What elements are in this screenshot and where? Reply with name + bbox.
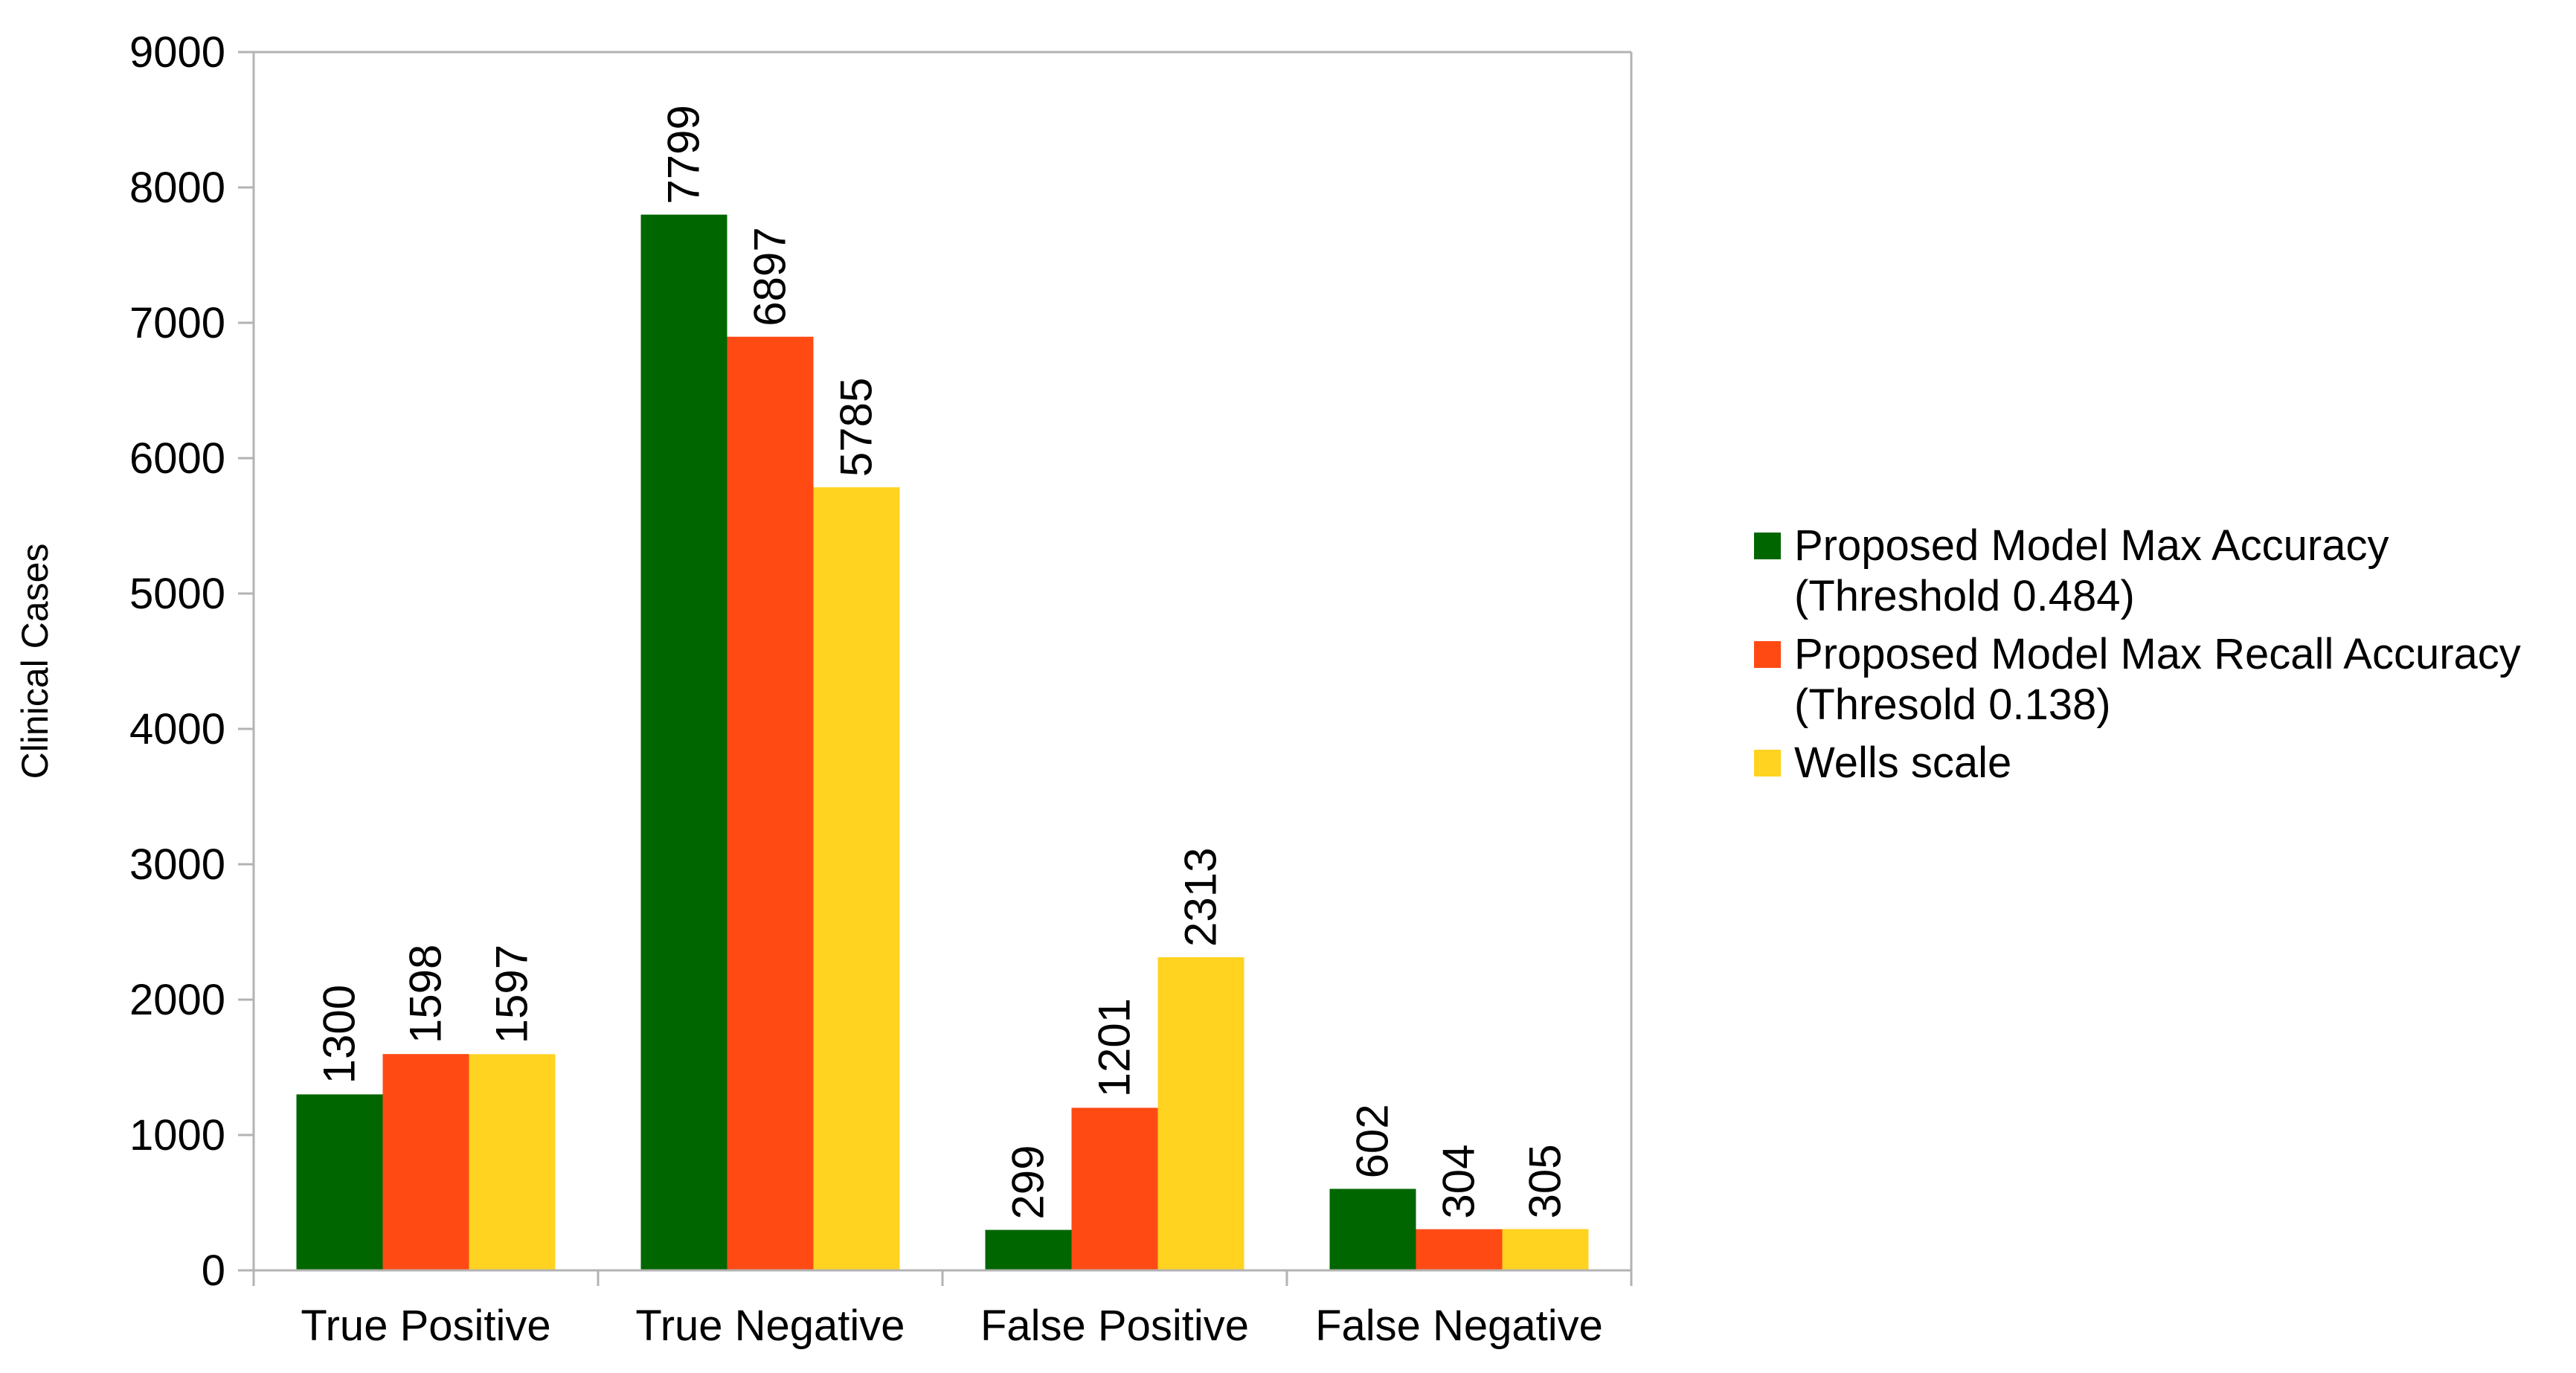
y-tick-label: 2000 [129, 976, 225, 1024]
legend-item: Proposed Model Max Accuracy (Threshold 0… [1754, 521, 2572, 622]
x-tick-label: True Positive [301, 1302, 550, 1350]
bar [1329, 1189, 1416, 1270]
legend-item: Proposed Model Max Recall Accuracy (Thre… [1754, 629, 2572, 730]
legend: Proposed Model Max Accuracy (Threshold 0… [1754, 521, 2572, 796]
y-tick-label: 6000 [129, 434, 225, 483]
y-axis-title: Clinical Cases [14, 544, 56, 779]
bar [382, 1054, 469, 1270]
legend-swatch [1754, 533, 1781, 559]
data-label: 1201 [1090, 998, 1140, 1097]
data-label: 7799 [659, 105, 709, 204]
data-label: 1598 [401, 945, 451, 1044]
y-tick-label: 7000 [129, 299, 225, 347]
data-label: 299 [1003, 1145, 1053, 1219]
legend-item: Wells scale [1754, 738, 2572, 788]
bar [296, 1094, 383, 1270]
x-tick-label: True Negative [635, 1302, 905, 1350]
bar [469, 1054, 556, 1270]
x-tick-label: False Positive [980, 1302, 1249, 1350]
bar [1071, 1107, 1158, 1270]
legend-label: Proposed Model Max Accuracy (Threshold 0… [1794, 521, 2389, 620]
data-label: 5785 [832, 378, 881, 477]
data-label: 6897 [745, 227, 795, 326]
legend-swatch [1754, 750, 1781, 776]
legend-label: Proposed Model Max Recall Accuracy (Thre… [1794, 630, 2521, 729]
y-tick-label: 0 [202, 1247, 225, 1295]
y-tick-label: 3000 [129, 840, 225, 889]
bar [813, 487, 900, 1270]
data-label: 1597 [487, 945, 537, 1044]
x-tick-label: False Negative [1315, 1302, 1603, 1350]
bar [1502, 1229, 1589, 1270]
data-label: 602 [1348, 1104, 1398, 1178]
data-label: 304 [1434, 1145, 1484, 1219]
y-tick-label: 5000 [129, 570, 225, 618]
legend-label: Wells scale [1794, 739, 2012, 787]
bar [985, 1229, 1072, 1270]
y-tick-label: 9000 [129, 28, 225, 77]
y-tick-label: 1000 [129, 1111, 225, 1160]
bar [640, 214, 727, 1270]
y-tick-label: 8000 [129, 164, 225, 212]
bar [1416, 1229, 1503, 1270]
bar [1157, 957, 1244, 1270]
data-label: 2313 [1176, 848, 1226, 947]
bar [727, 336, 814, 1271]
y-tick-label: 4000 [129, 705, 225, 753]
data-label: 1300 [315, 985, 364, 1084]
data-label: 305 [1520, 1144, 1570, 1218]
legend-swatch [1754, 641, 1781, 668]
